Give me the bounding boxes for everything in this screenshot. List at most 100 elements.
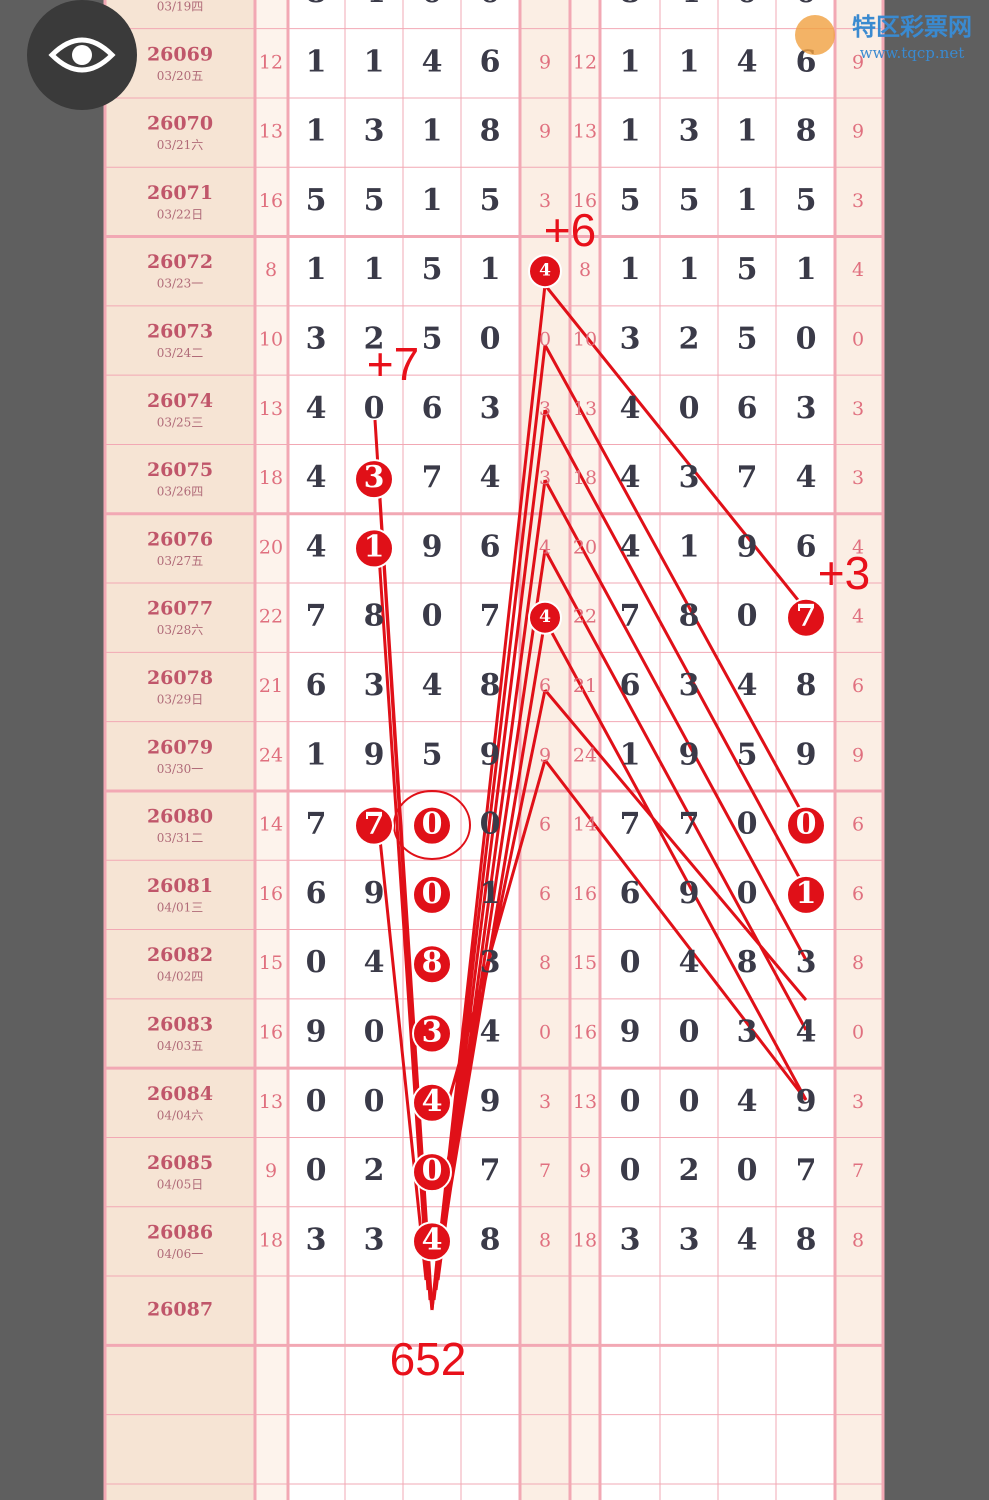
- cell-value: 4: [852, 606, 864, 628]
- cell-value: 0: [539, 329, 551, 351]
- highlight: [354, 805, 394, 846]
- cell-value: 16: [573, 883, 597, 905]
- cell-value: 0: [306, 1153, 327, 1188]
- cell-value: 10: [573, 329, 597, 351]
- cell-value: 1: [737, 114, 758, 149]
- cell-value: 4: [620, 391, 641, 426]
- cell-value: 1: [422, 183, 443, 218]
- cell-value: 6: [539, 675, 551, 697]
- highlight: [412, 1221, 452, 1262]
- cell-value: 0: [852, 1022, 864, 1044]
- cell-value: 7: [364, 807, 385, 842]
- annotation: 652: [390, 1333, 467, 1385]
- cell-value: 1: [737, 183, 758, 218]
- cell-value: 0: [364, 391, 385, 426]
- cell-value: 18: [259, 467, 283, 489]
- cell-value: 10: [259, 329, 283, 351]
- issue: 26085: [147, 1152, 213, 1174]
- cell-value: 7: [737, 460, 758, 495]
- cell-value: 1: [796, 876, 817, 911]
- cell-value: 8: [480, 1222, 501, 1257]
- highlight: [528, 600, 562, 635]
- cell-value: 4: [620, 460, 641, 495]
- highlight: [412, 1013, 452, 1054]
- cell-value: 0: [364, 1015, 385, 1050]
- highlight: [412, 1152, 452, 1193]
- highlight: [786, 597, 826, 638]
- cell-value: 4: [306, 460, 327, 495]
- cell-value: 22: [259, 606, 283, 628]
- cell-value: 1: [306, 44, 327, 79]
- cell-value: 6: [852, 883, 864, 905]
- cell-value: 0: [796, 322, 817, 357]
- cell-value: 21: [259, 675, 283, 697]
- cell-value: 13: [259, 121, 283, 143]
- eye-icon: [48, 37, 116, 73]
- cell-value: 3: [679, 460, 700, 495]
- cell-value: 7: [480, 1153, 501, 1188]
- cell-value: 8: [737, 945, 758, 980]
- cell-value: 4: [737, 1084, 758, 1119]
- cell-value: 7: [480, 599, 501, 634]
- highlight: [354, 459, 394, 500]
- cell-value: 2: [679, 322, 700, 357]
- cell-value: 0: [306, 945, 327, 980]
- cell-value: 5: [679, 183, 700, 218]
- cell-value: 5: [620, 183, 641, 218]
- cell-value: 8: [306, 0, 327, 10]
- cell-value: 9: [306, 1015, 327, 1050]
- cell-value: 7: [306, 807, 327, 842]
- cell-value: 4: [679, 0, 700, 10]
- cell-value: 9: [539, 121, 551, 143]
- cell-value: 4: [364, 945, 385, 980]
- cell-value: 1: [364, 44, 385, 79]
- cell-value: 8: [480, 668, 501, 703]
- cells: 03/19四840084002606903/20五129129114611462…: [147, 0, 864, 1321]
- cell-value: 0: [422, 599, 443, 634]
- cell-value: 9: [422, 529, 443, 564]
- cell-value: 0: [480, 322, 501, 357]
- cell-value: 4: [852, 259, 864, 281]
- issue: 26082: [147, 944, 213, 966]
- date: 04/03五: [157, 1039, 204, 1053]
- cell-value: 4: [737, 1222, 758, 1257]
- cell-value: 6: [620, 668, 641, 703]
- cell-value: 1: [422, 114, 443, 149]
- cell-value: 18: [259, 1229, 283, 1251]
- cell-value: 13: [573, 398, 597, 420]
- issue: 26071: [147, 182, 213, 204]
- date: 03/24二: [157, 346, 204, 360]
- date: 03/21六: [157, 138, 204, 152]
- cell-value: 8: [480, 114, 501, 149]
- cell-value: 8: [364, 599, 385, 634]
- issue: 26070: [147, 113, 213, 135]
- cell-value: 0: [422, 1153, 443, 1188]
- cell-value: 0: [737, 807, 758, 842]
- cell-value: 6: [480, 44, 501, 79]
- issue: 26087: [147, 1299, 213, 1321]
- cell-value: 1: [480, 252, 501, 287]
- highlight: [412, 805, 452, 846]
- date: 04/01三: [157, 900, 204, 914]
- cell-value: 4: [306, 529, 327, 564]
- cell-value: 8: [265, 259, 277, 281]
- cell-value: 0: [679, 391, 700, 426]
- cell-value: 15: [573, 952, 597, 974]
- cell-value: 18: [573, 467, 597, 489]
- cell-value: 3: [364, 460, 385, 495]
- cell-value: 7: [796, 1153, 817, 1188]
- cell-value: 4: [679, 945, 700, 980]
- annotation-lines: [373, 284, 808, 1311]
- issue-col: [105, 0, 255, 1500]
- cell-value: 0: [737, 0, 758, 10]
- cell-value: 9: [364, 737, 385, 772]
- cell-value: 3: [306, 322, 327, 357]
- cell-value: 6: [737, 391, 758, 426]
- cell-value: 1: [679, 252, 700, 287]
- cell-value: 12: [573, 51, 597, 73]
- cell-value: 6: [539, 814, 551, 836]
- cell-value: 5: [422, 252, 443, 287]
- cell-value: 5: [480, 183, 501, 218]
- cell-value: 3: [852, 398, 864, 420]
- cell-value: 3: [480, 391, 501, 426]
